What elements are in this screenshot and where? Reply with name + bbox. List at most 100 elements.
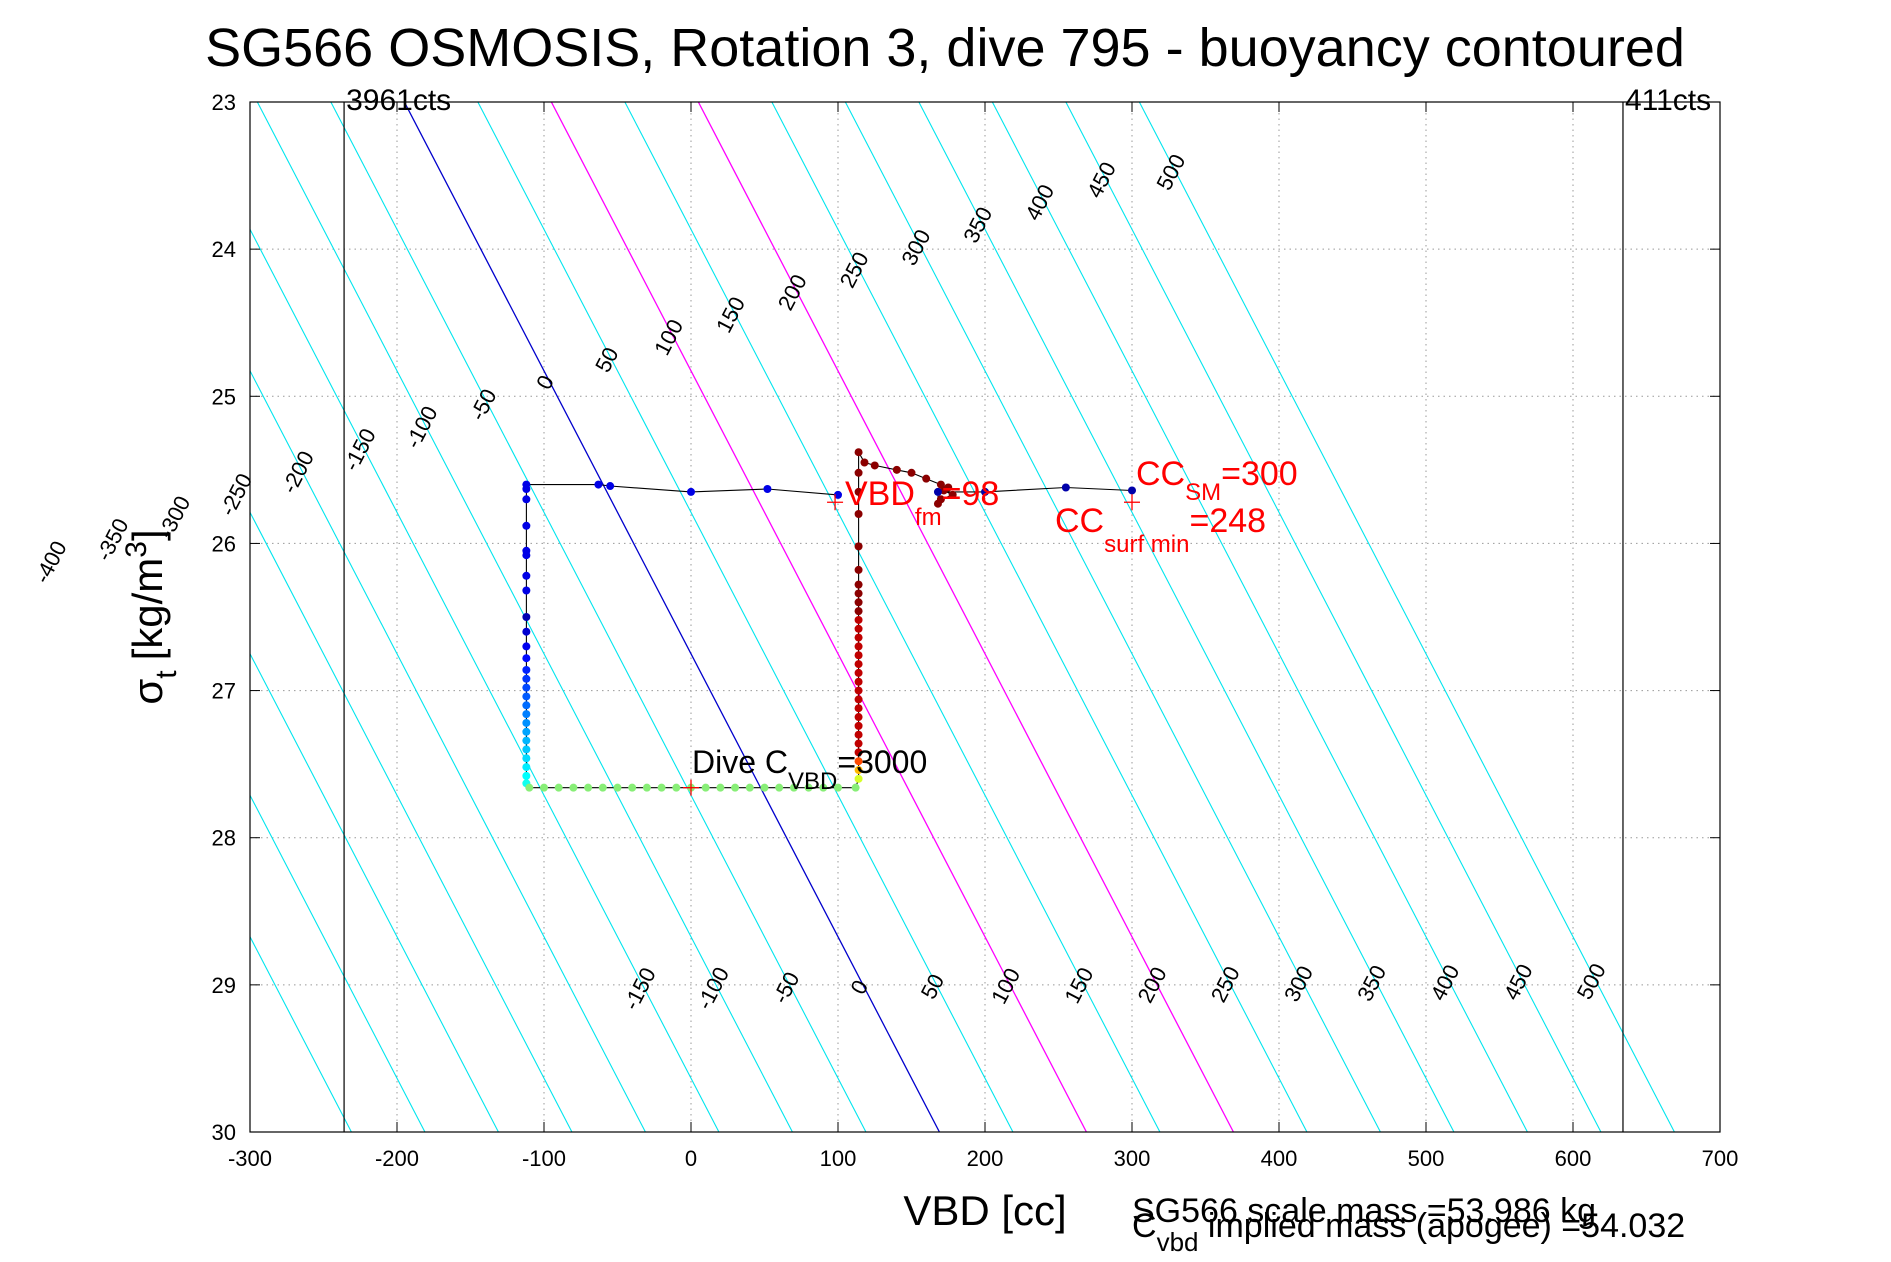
- descent-point: [522, 665, 531, 674]
- ascent-point: [907, 468, 916, 477]
- ascent-point: [854, 704, 863, 713]
- descent-point: [522, 674, 531, 683]
- bottom-point: [716, 783, 725, 792]
- descent-point: [522, 710, 531, 719]
- ascent-point: [854, 598, 863, 607]
- ascent-point: [933, 499, 942, 508]
- contour-line: [697, 102, 1235, 1132]
- surface-point: [981, 487, 989, 496]
- ascent-point: [854, 668, 863, 677]
- contour-line: [250, 228, 720, 1132]
- implied-text: implied mass (apogee) =54.032: [1198, 1207, 1685, 1245]
- x-tick-label: 700: [1702, 1146, 1739, 1171]
- bottom-point: [657, 783, 666, 792]
- descent-point: [522, 683, 531, 692]
- contour-line: [250, 511, 573, 1132]
- contour-label: 0: [531, 371, 559, 393]
- bottom-point: [569, 783, 578, 792]
- contour-label: -200: [277, 447, 319, 498]
- ascent-point: [860, 458, 869, 467]
- contour-line: [403, 102, 941, 1132]
- contour-labels: -400 -350 -300 -250 -200 -150 -100 -50050100150…: [29, 150, 1611, 1014]
- ascent-point: [854, 695, 863, 704]
- x-tick-label: -300: [228, 1146, 272, 1171]
- x-tick-label: 100: [820, 1146, 857, 1171]
- contour-label: 500: [1151, 150, 1190, 194]
- descent-point: [522, 521, 531, 530]
- dive-cvbd-value: =3000: [837, 744, 927, 780]
- descent-point: [834, 490, 842, 499]
- x-tick-label: -200: [375, 1146, 419, 1171]
- contour-line: [1138, 102, 1675, 1132]
- x-tick-label: 400: [1261, 1146, 1298, 1171]
- axes: -300 -200 -100 0 100 200 300 400 500 600 700232425…: [212, 90, 1739, 1171]
- surface-point: [1061, 483, 1070, 492]
- y-label-sub: t: [150, 670, 183, 679]
- ascent-point: [854, 633, 863, 642]
- ascent-point: [854, 589, 863, 598]
- descent-point: [522, 718, 531, 727]
- y-tick-label: 27: [212, 679, 236, 704]
- contour-label: 100: [986, 964, 1025, 1008]
- bottom-point: [672, 783, 681, 792]
- y-tick-label: 26: [212, 531, 236, 556]
- surface-point: [933, 487, 942, 496]
- descent-point: [522, 727, 531, 736]
- descent-point: [522, 654, 531, 663]
- descent-point: [522, 586, 531, 595]
- contour-line: [330, 102, 867, 1132]
- buoyancy-contours: [250, 102, 1675, 1132]
- x-tick-label: -100: [522, 1146, 566, 1171]
- vbd-count-limits: 3961cts 411cts: [343, 84, 1711, 1132]
- bottom-point: [628, 783, 637, 792]
- ascent-point: [854, 677, 863, 686]
- ascent-point: [854, 615, 863, 624]
- x-tick-label: 300: [1114, 1146, 1151, 1171]
- y-label-main: σ: [124, 679, 171, 705]
- contour-label: 50: [590, 343, 623, 376]
- contour-line: [624, 102, 1161, 1132]
- contour-label: 200: [1133, 963, 1172, 1007]
- vbd-fm-sub: fm: [915, 504, 942, 531]
- x-tick-label: 500: [1408, 1146, 1445, 1171]
- implied-mass-footer: Cvbd implied mass (apogee) =54.032: [1132, 1207, 1685, 1257]
- bottom-point: [851, 783, 860, 792]
- ascent-point: [854, 739, 863, 748]
- y-label-sup: 3: [120, 541, 153, 558]
- ascent-point: [854, 757, 863, 766]
- ascent-point: [854, 580, 863, 589]
- cc-sm-sub: SM: [1185, 479, 1221, 506]
- contour-label: -50: [465, 385, 502, 425]
- ascent-point: [854, 607, 863, 616]
- y-label-unit: [kg/m: [124, 558, 171, 661]
- bottom-point: [554, 783, 563, 792]
- y-label-close: ]: [124, 529, 171, 541]
- contour-label: -150: [338, 424, 380, 475]
- contour-line: [991, 102, 1528, 1132]
- ascent-point: [922, 474, 931, 483]
- cc-surf-value: =248: [1189, 502, 1266, 540]
- bottom-point: [731, 783, 740, 792]
- contour-label: 350: [1352, 961, 1391, 1005]
- ascent-point: [854, 448, 863, 457]
- chart-title: SG566 OSMOSIS, Rotation 3, dive 795 - bu…: [205, 18, 1685, 78]
- dive-cvbd-annotation: Dive CVBD=3000: [692, 744, 927, 795]
- contour-label: -100: [400, 402, 442, 453]
- ascent-point: [854, 730, 863, 739]
- implied-main: C: [1132, 1207, 1157, 1245]
- ascent-point: [948, 490, 957, 499]
- contour-line: [250, 935, 352, 1132]
- x-tick-label: 200: [967, 1146, 1004, 1171]
- ascent-point: [854, 686, 863, 695]
- descent-point: [522, 571, 531, 580]
- ascent-point: [854, 766, 863, 775]
- bottom-point: [642, 783, 651, 792]
- y-tick-label: 23: [212, 90, 236, 115]
- ascent-point: [854, 774, 863, 783]
- contour-label: 450: [1082, 158, 1121, 202]
- y-tick-label: 25: [212, 384, 236, 409]
- ascent-point: [854, 642, 863, 651]
- cc-sm-annotation: CCSM=300: [1136, 455, 1298, 506]
- contour-label: -150: [618, 963, 660, 1014]
